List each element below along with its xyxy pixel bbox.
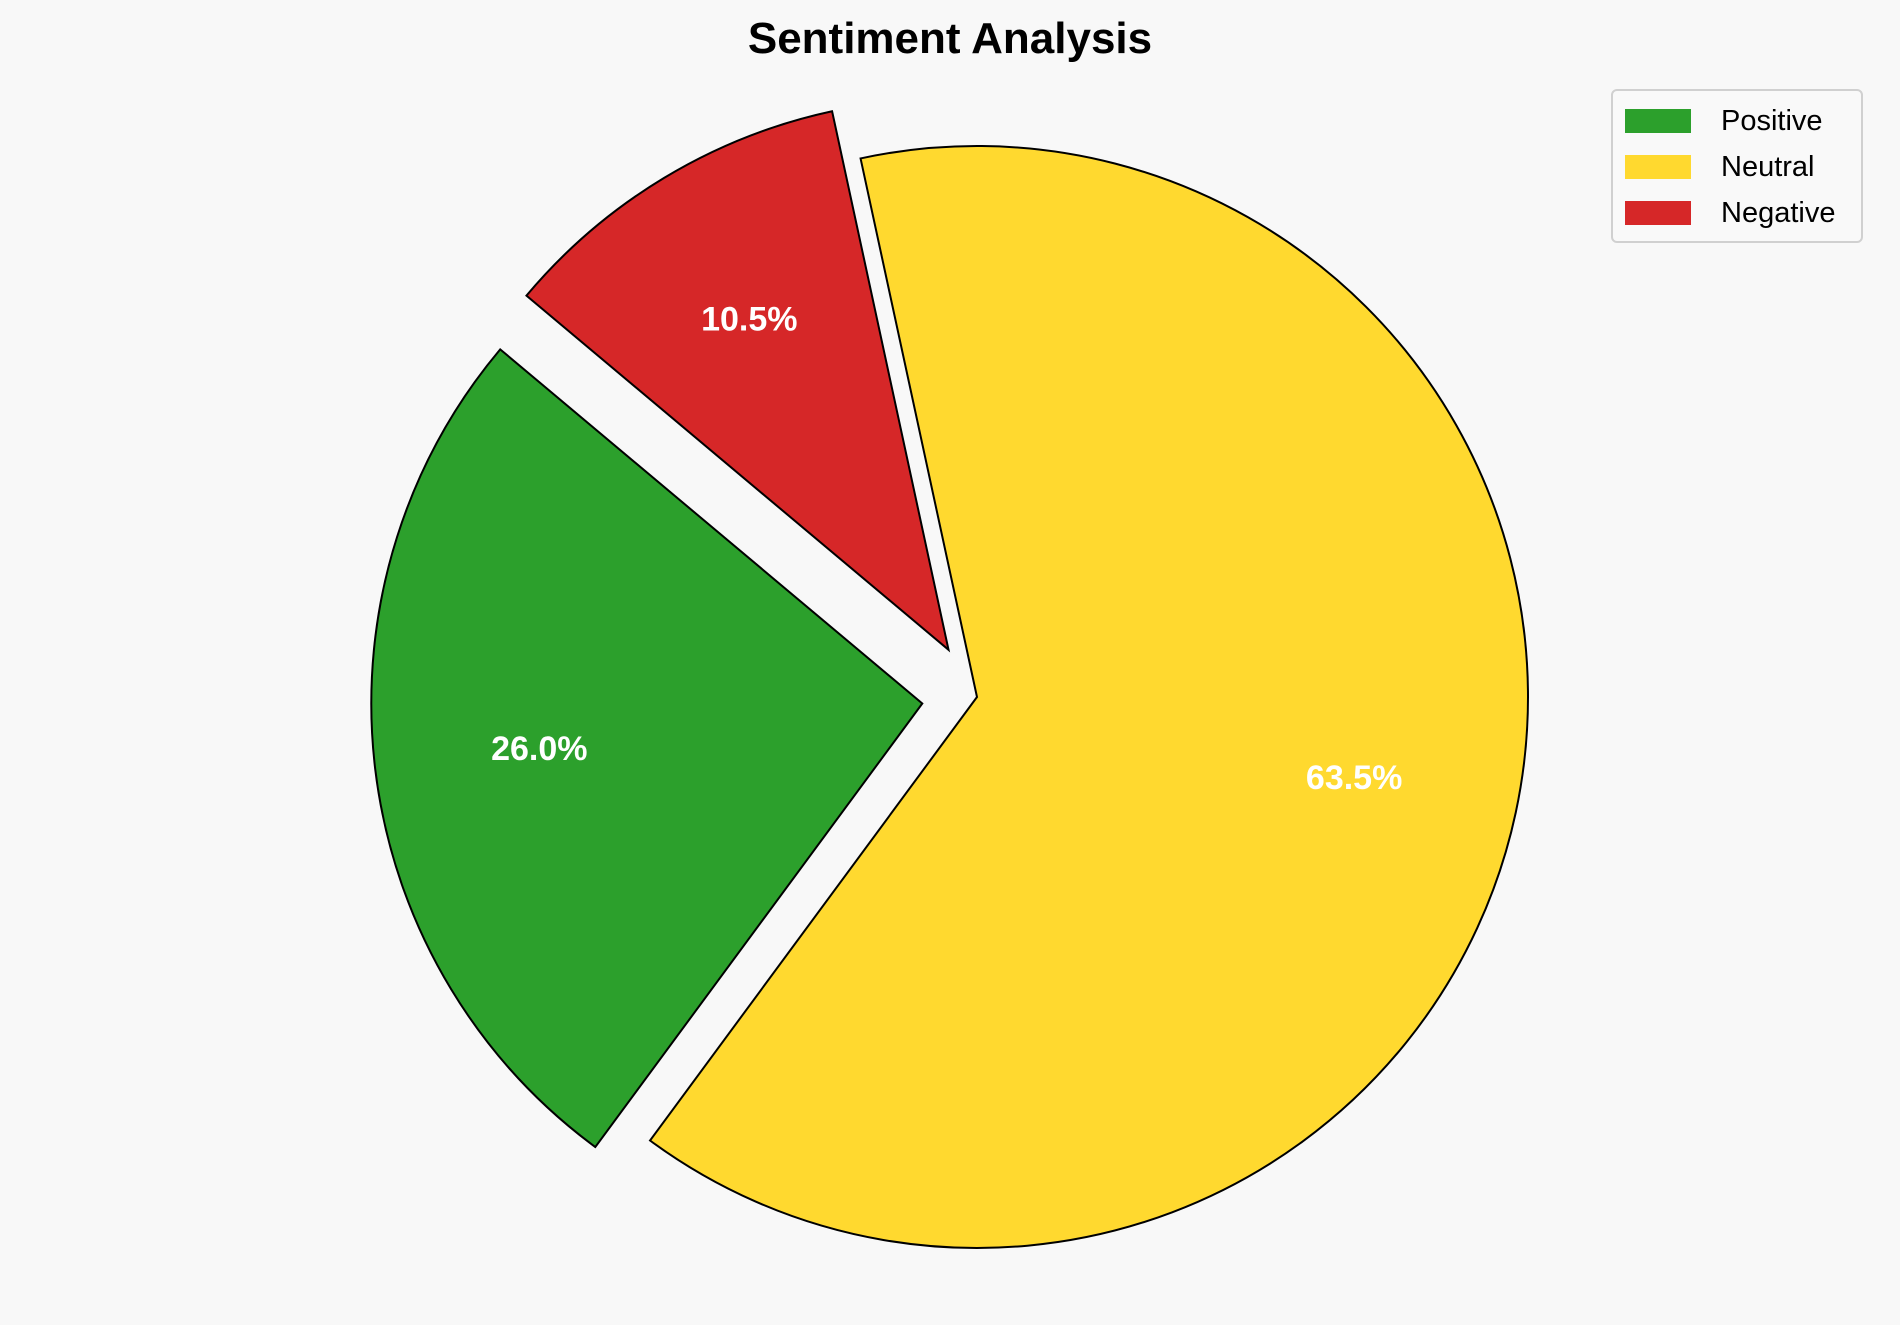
legend-label-neutral: Neutral: [1721, 150, 1815, 183]
pie-label-neutral: 63.5%: [1306, 759, 1402, 797]
legend-item-negative: Negative: [1625, 193, 1835, 233]
legend-swatch-negative: [1625, 201, 1691, 225]
legend-swatch-positive: [1625, 109, 1691, 133]
legend-item-neutral: Neutral: [1625, 147, 1815, 187]
pie-label-positive: 26.0%: [491, 730, 587, 768]
chart-title: Sentiment Analysis: [747, 14, 1153, 63]
pie-label-negative: 10.5%: [701, 301, 797, 339]
legend-label-positive: Positive: [1721, 104, 1823, 137]
pie-slice-positive: [370, 347, 924, 1149]
legend-item-positive: Positive: [1625, 101, 1823, 141]
legend-swatch-neutral: [1625, 155, 1691, 179]
legend-label-negative: Negative: [1721, 196, 1836, 229]
pie-slice-neutral: [648, 145, 1529, 1250]
pie-slice-negative: [525, 110, 951, 653]
legend: Positive Neutral Negative: [1611, 89, 1863, 243]
